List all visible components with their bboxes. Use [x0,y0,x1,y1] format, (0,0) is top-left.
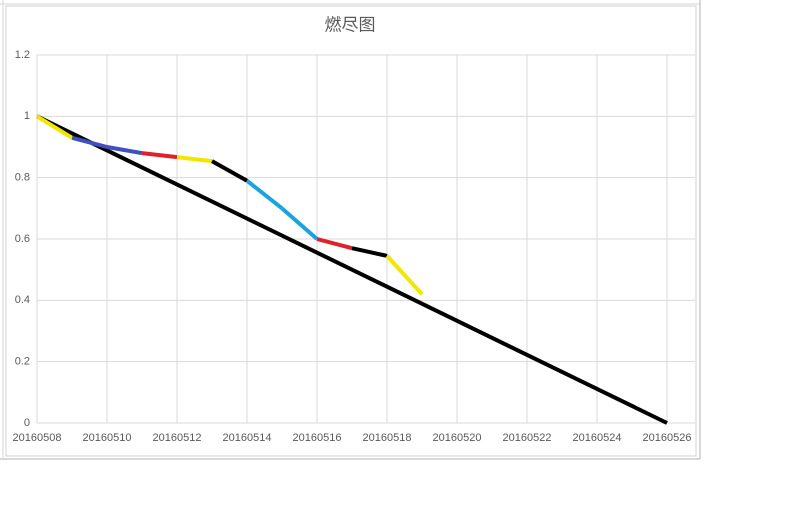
chart-title: 燃尽图 [325,15,376,34]
y-tick-label: 0.4 [15,294,30,306]
x-tick-label: 20160514 [223,432,272,444]
y-tick-label: 0 [24,417,30,429]
plot [35,114,668,425]
x-tick-label: 20160520 [433,432,482,444]
line-segment [71,135,108,149]
line-segment [36,114,668,425]
line-segment [141,151,178,160]
line-segment [385,254,424,296]
x-tick-label: 20160508 [13,432,62,444]
x-tick-label: 20160526 [643,432,692,444]
x-tick-label: 20160510 [83,432,132,444]
y-tick-label: 0.8 [15,172,30,184]
line-segment [316,237,353,251]
x-tick-label: 20160512 [153,432,202,444]
line-segment [351,246,388,258]
x-tick-label: 20160522 [503,432,552,444]
grid: 0 0.2 0.4 0.6 0.8 1 1.2 20160508 20160510 2016051… [13,49,695,444]
x-tick-label: 20160524 [573,432,622,444]
line-segment [211,159,248,183]
line-segment [245,179,284,210]
x-tick-label: 20160516 [293,432,342,444]
line-segment [280,206,319,241]
line-segment [106,145,143,156]
y-tick-label: 1.2 [15,49,30,61]
line-segment [176,155,213,164]
y-tick-label: 0.2 [15,356,30,368]
y-tick-label: 0.6 [15,233,30,245]
x-tick-label: 20160518 [363,432,412,444]
line-segment [35,114,74,140]
y-tick-label: 1 [24,110,30,122]
